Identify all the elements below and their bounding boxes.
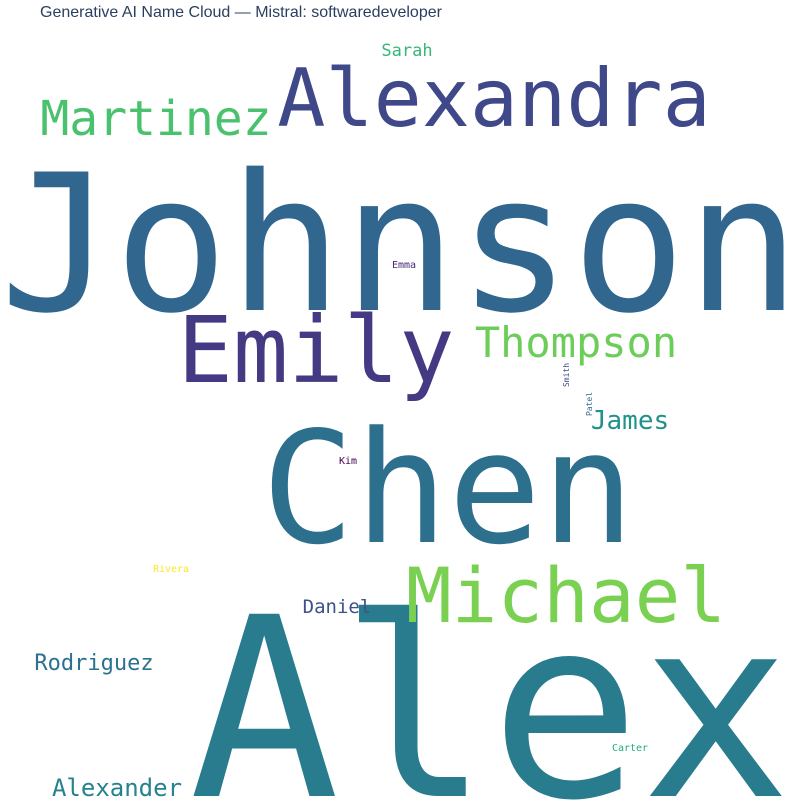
word-chen: Chen bbox=[261, 398, 634, 579]
word-alex: Alex bbox=[189, 564, 791, 800]
word-sarah: Sarah bbox=[381, 41, 432, 61]
word-martinez: Martinez bbox=[40, 91, 271, 147]
word-rodriguez: Rodriguez bbox=[34, 651, 153, 676]
word-james: James bbox=[591, 406, 669, 436]
word-kim: Kim bbox=[339, 456, 357, 467]
word-emma: Emma bbox=[392, 260, 416, 271]
word-alexandra: Alexandra bbox=[277, 52, 710, 145]
word-smith: Smith bbox=[562, 363, 571, 387]
word-alexander: Alexander bbox=[52, 774, 182, 800]
word-carter: Carter bbox=[612, 743, 648, 754]
word-thompson: Thompson bbox=[475, 318, 677, 367]
word-emily: Emily bbox=[178, 297, 455, 404]
word-johnson: Johnson bbox=[0, 134, 800, 355]
word-daniel: Daniel bbox=[303, 596, 372, 618]
word-michael: Michael bbox=[406, 551, 726, 640]
word-rivera: Rivera bbox=[153, 564, 189, 575]
chart-title: Generative AI Name Cloud — Mistral: soft… bbox=[40, 4, 442, 21]
word-patel: Patel bbox=[585, 392, 594, 416]
